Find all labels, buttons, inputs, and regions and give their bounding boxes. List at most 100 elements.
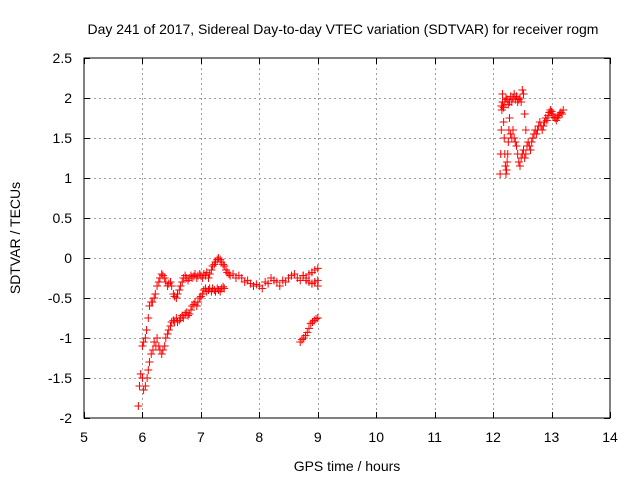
- x-tick-label: 5: [80, 429, 88, 445]
- data-point: [219, 282, 228, 291]
- data-point: [175, 286, 184, 294]
- data-point: [193, 298, 202, 306]
- data-point: [153, 282, 162, 290]
- data-point: [179, 314, 188, 322]
- data-point: [160, 342, 169, 350]
- data-point: [542, 116, 551, 125]
- data-point: [306, 319, 315, 328]
- x-tick-label: 7: [197, 429, 205, 445]
- data-point: [559, 106, 568, 114]
- data-point: [511, 138, 520, 146]
- data-point: [150, 294, 159, 302]
- data-point: [166, 322, 175, 330]
- data-point: [503, 150, 512, 158]
- data-point: [144, 314, 153, 322]
- x-tick-label: 9: [314, 429, 322, 445]
- y-tick-label: -2: [60, 410, 73, 426]
- x-tick-label: 14: [602, 429, 618, 445]
- data-point: [515, 162, 524, 170]
- y-tick-label: 1.5: [53, 130, 73, 146]
- data-point: [164, 326, 173, 334]
- data-point: [158, 346, 167, 354]
- data-point: [538, 126, 547, 134]
- data-point: [518, 86, 527, 94]
- data-point: [517, 98, 526, 106]
- data-point: [275, 282, 284, 290]
- y-tick-label: -0.5: [48, 290, 72, 306]
- data-point: [499, 118, 508, 126]
- y-tick-label: -1.5: [48, 370, 72, 386]
- data-point: [220, 262, 229, 270]
- data-point: [153, 334, 162, 342]
- data-point: [528, 134, 537, 142]
- data-point: [512, 142, 521, 150]
- data-point: [500, 134, 509, 142]
- data-point: [145, 358, 154, 366]
- data-point: [264, 279, 273, 288]
- data-point: [508, 126, 517, 134]
- x-tick-label: 12: [485, 429, 501, 445]
- x-tick-label: 11: [427, 429, 442, 445]
- data-point: [198, 290, 207, 298]
- data-point: [313, 276, 322, 285]
- data-point: [520, 110, 529, 118]
- data-point: [216, 287, 225, 296]
- data-point: [178, 278, 187, 286]
- grid: [84, 58, 610, 418]
- data-point: [173, 290, 182, 298]
- data-point: [532, 130, 541, 138]
- data-point: [299, 271, 308, 280]
- y-tick-label: 2: [64, 90, 72, 106]
- data-point: [207, 266, 216, 274]
- data-point: [219, 260, 228, 269]
- data-point: [154, 278, 163, 286]
- data-point: [527, 138, 536, 146]
- data-point: [220, 284, 229, 293]
- x-tick-label: 8: [255, 429, 263, 445]
- data-point: [205, 270, 214, 278]
- data-point: [520, 154, 529, 162]
- data-point: [141, 334, 150, 342]
- data-point: [134, 402, 143, 410]
- data-point: [504, 138, 513, 146]
- y-tick-labels: 2.5 2 1.5 1 0.5 0 -0.5 -1 -1.5 -2: [48, 50, 72, 426]
- data-point: [501, 170, 510, 178]
- data-point: [144, 366, 153, 374]
- data-point: [204, 274, 213, 282]
- data-point: [148, 298, 157, 306]
- data-point: [139, 386, 148, 394]
- data-point: [497, 126, 506, 134]
- data-point: [519, 90, 528, 98]
- data-point: [303, 328, 312, 337]
- data-point: [313, 314, 322, 322]
- data-point: [297, 335, 306, 344]
- data-point: [184, 311, 193, 320]
- data-point: [498, 90, 507, 98]
- data-point: [308, 318, 317, 326]
- data-point: [305, 324, 314, 333]
- data-point: [510, 134, 519, 142]
- x-tick-labels: 5 6 7 8 9 10 11 12 13 14: [80, 429, 618, 445]
- data-point: [503, 158, 512, 166]
- x-axis-label: GPS time / hours: [294, 458, 401, 474]
- data-point: [136, 370, 145, 378]
- data-point: [186, 306, 195, 314]
- data-point: [312, 314, 321, 323]
- data-point: [558, 110, 567, 118]
- x-tick-label: 6: [139, 429, 147, 445]
- data-point: [163, 330, 172, 338]
- data-point: [526, 146, 535, 154]
- data-point: [258, 284, 267, 293]
- data-point: [502, 166, 511, 174]
- x-tick-label: 10: [368, 429, 384, 445]
- data-point: [192, 302, 201, 310]
- data-point: [301, 331, 310, 340]
- data-point: [143, 374, 152, 382]
- y-tick-label: 0: [64, 250, 72, 266]
- y-axis-label: SDTVAR / TECUs: [7, 182, 23, 294]
- x-tick-label: 13: [544, 429, 560, 445]
- data-point: [521, 150, 530, 158]
- data-point: [521, 126, 530, 134]
- data-point: [176, 282, 185, 290]
